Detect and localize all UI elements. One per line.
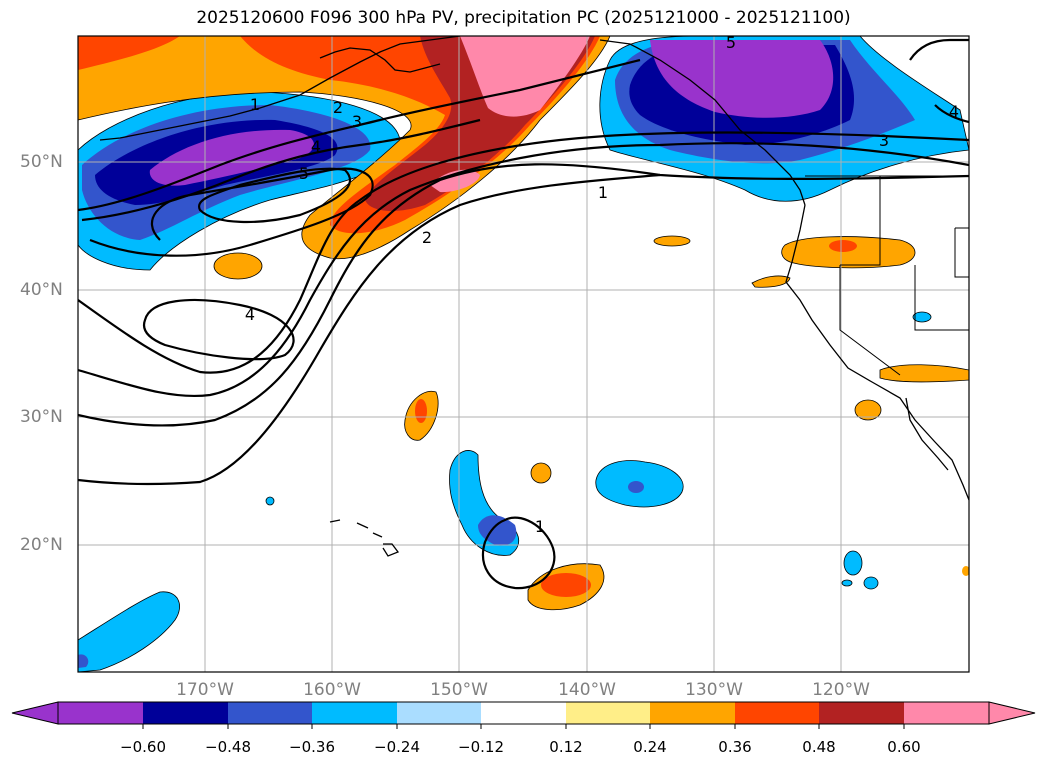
- pv-contours: [78, 38, 969, 590]
- colorbar-frame: [57, 701, 990, 725]
- map-title: 2025120600 F096 300 hPa PV, precipitatio…: [196, 8, 851, 28]
- colorbar-tick-label: 0.24: [633, 738, 667, 756]
- positive-anomaly-band: [78, 36, 611, 260]
- lat-label-20n: 20°N: [20, 535, 63, 555]
- colorbar-tick-label: 0.60: [887, 738, 921, 756]
- contour-label: 1: [535, 517, 545, 536]
- lat-label-50n: 50°N: [20, 152, 63, 172]
- lat-label-40n: 40°N: [20, 280, 63, 300]
- colorbar-tick-label: 0.36: [718, 738, 752, 756]
- contour-label: 5: [726, 33, 736, 52]
- colorbar-segment: [566, 702, 650, 724]
- colorbar-segment: [228, 702, 312, 724]
- colorbar-segment: [397, 702, 481, 724]
- lon-label-150w: 150°W: [430, 680, 488, 700]
- colorbar-segment: [143, 702, 228, 724]
- colorbar-tick-label: −0.12: [458, 738, 504, 756]
- colorbar-segment: [904, 702, 989, 724]
- coastlines: [99, 36, 969, 557]
- lon-label-170w: 170°W: [176, 680, 234, 700]
- lon-label-120w: 120°W: [812, 680, 870, 700]
- colorbar-segment: [819, 702, 904, 724]
- contour-label: 2: [333, 98, 343, 117]
- contour-label: 3: [879, 131, 889, 150]
- contour-label: 1: [598, 183, 608, 202]
- lon-label-130w: 130°W: [685, 680, 743, 700]
- lon-label-160w: 160°W: [303, 680, 361, 700]
- colorbar-tick-label: 0.12: [549, 738, 583, 756]
- colorbar-tick-label: −0.60: [120, 738, 166, 756]
- colorbar-tick-label: 0.48: [802, 738, 836, 756]
- contour-label: 4: [311, 137, 321, 156]
- negative-anomaly-east: [599, 36, 969, 202]
- colorbar-segment: [58, 702, 143, 724]
- contour-label: 4: [245, 305, 255, 324]
- lat-label-30n: 30°N: [20, 407, 63, 427]
- contour-label: 1: [250, 95, 260, 114]
- colorbar-max-extension: [988, 701, 1036, 725]
- colorbar-segment: [481, 702, 566, 724]
- contour-label: 4: [949, 102, 959, 121]
- colorbar-segment: [650, 702, 735, 724]
- colorbar-tick-label: −0.36: [289, 738, 335, 756]
- lon-label-140w: 140°W: [558, 680, 616, 700]
- contour-labels: 1 2 3 4 5 1 2 4 4 3 5 1: [245, 33, 959, 536]
- colorbar: [11, 701, 1036, 729]
- map-frame: [77, 35, 970, 673]
- colorbar-tick-label: −0.24: [374, 738, 420, 756]
- colorbar-min-extension: [11, 701, 59, 725]
- colorbar-segment: [312, 702, 397, 724]
- contour-label: 5: [299, 164, 309, 183]
- colorbar-segment: [735, 702, 819, 724]
- contour-label: 2: [422, 228, 432, 247]
- colorbar-tick-label: −0.48: [205, 738, 251, 756]
- negative-anomaly-patches: [78, 311, 932, 672]
- map-panel: 1 2 3 4 5 1 2 4 4 3 5 1: [77, 33, 970, 673]
- contour-label: 3: [352, 112, 362, 131]
